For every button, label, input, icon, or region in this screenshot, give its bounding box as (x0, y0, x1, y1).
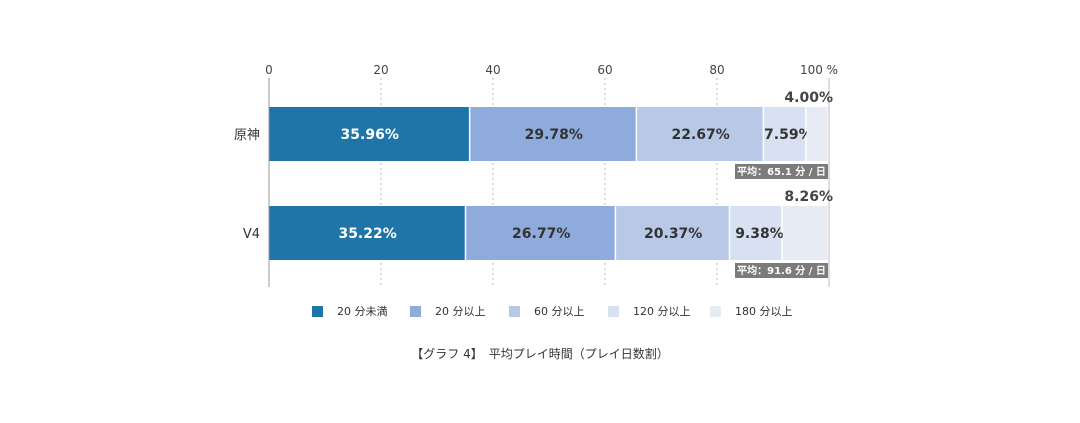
data-label: 22.67% (671, 127, 729, 143)
legend-item: 120 分以上 (608, 303, 691, 319)
x-tick-label: 40 (485, 63, 500, 77)
bar-segment (764, 107, 806, 161)
x-tick-label: 60 (597, 63, 612, 77)
average-label: 平均：91.6 分 / 日 (737, 264, 826, 277)
x-tick-label: 20 (373, 63, 388, 77)
bars: 35.96% 29.78% 22.67% 7.59% 4.00% 35.22% 26.77%… (269, 90, 833, 260)
legend-label: 60 分以上 (534, 305, 585, 318)
category-label: 原神 (234, 128, 260, 143)
legend-item: 20 分以上 (410, 303, 486, 319)
legend-label: 180 分以上 (735, 305, 793, 318)
average-label: 平均：65.1 分 / 日 (737, 165, 826, 178)
x-tick-label: 100 % (800, 63, 838, 77)
legend-item: 20 分未満 (312, 303, 388, 319)
data-label: 9.38% (735, 226, 784, 242)
data-label: 7.59% (764, 127, 813, 143)
legend-swatch (509, 305, 520, 317)
bar-segment (466, 206, 615, 260)
bar-segment (470, 107, 636, 161)
bar-segment (806, 107, 828, 161)
data-label: 26.77% (512, 226, 570, 242)
average-badge (735, 263, 828, 278)
legend-label: 120 分以上 (633, 305, 691, 318)
bar-segment (269, 206, 465, 260)
average-badge (735, 164, 828, 179)
legend-item: 60 分以上 (509, 303, 585, 319)
data-label: 20.37% (644, 226, 702, 242)
legend-swatch (312, 305, 323, 317)
legend-item: 180 分以上 (710, 303, 793, 319)
category-label: V4 (243, 227, 260, 242)
x-axis-ticks: 0 20 40 60 80 100 % (265, 63, 838, 77)
bar-segment (616, 206, 729, 260)
x-tick-label: 0 (265, 63, 273, 77)
legend: 20 分未満 20 分以上 60 分以上 120 分以上 180 分以上 (0, 303, 1080, 319)
data-label: 29.78% (525, 127, 583, 143)
grid-lines (380, 78, 830, 287)
bar-segment (269, 107, 469, 161)
data-label: 35.96% (341, 127, 399, 143)
chart-caption: 【グラフ 4】 平均プレイ時間（プレイ日数割） (411, 347, 669, 361)
legend-swatch (410, 305, 421, 317)
data-label: 8.26% (784, 189, 833, 205)
legend-label: 20 分以上 (435, 305, 486, 318)
data-label: 4.00% (784, 90, 833, 106)
bar-segment (730, 206, 782, 260)
average-badges: 平均：65.1 分 / 日平均：91.6 分 / 日 (735, 164, 828, 278)
legend-label: 20 分未満 (337, 305, 388, 318)
bar-segment (782, 206, 828, 260)
stacked-bar-chart: 0 20 40 60 80 100 % 35.96% 29.78% 22.67% 7.59% 4.… (234, 63, 838, 287)
data-label: 35.22% (338, 226, 396, 242)
x-tick-label: 80 (709, 63, 724, 77)
category-labels: 原神 V4 (234, 128, 260, 242)
legend-swatch (710, 305, 721, 317)
bar-segment (637, 107, 763, 161)
legend-swatch (608, 305, 619, 317)
